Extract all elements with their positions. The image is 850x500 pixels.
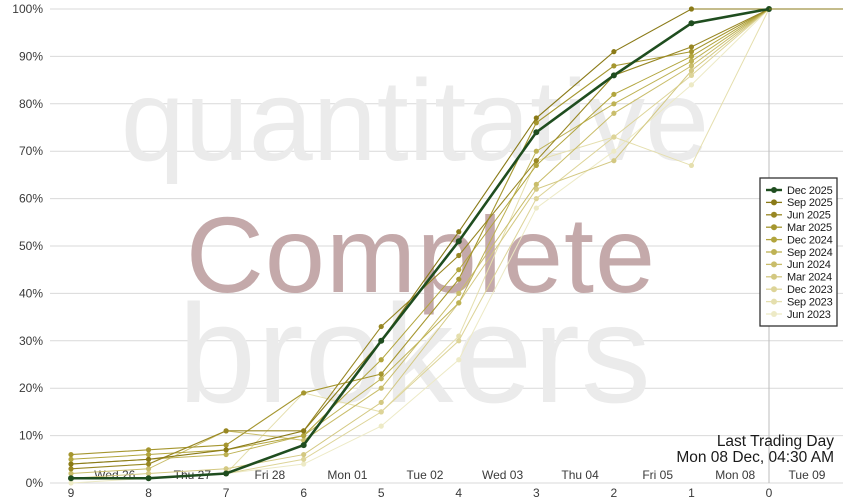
svg-text:4: 4 <box>455 486 462 500</box>
svg-text:Sep 2024: Sep 2024 <box>787 247 833 259</box>
svg-text:0: 0 <box>766 486 773 500</box>
svg-text:70%: 70% <box>19 144 43 158</box>
svg-text:Sep 2023: Sep 2023 <box>787 296 833 308</box>
svg-text:quantitative: quantitative <box>121 57 709 185</box>
svg-text:1: 1 <box>688 486 695 500</box>
svg-text:Mon 08: Mon 08 <box>715 468 755 482</box>
svg-text:Mar 2025: Mar 2025 <box>787 222 832 234</box>
svg-text:90%: 90% <box>19 49 43 63</box>
svg-text:Mon 08 Dec, 04:30 AM: Mon 08 Dec, 04:30 AM <box>676 449 834 466</box>
svg-text:30%: 30% <box>19 334 43 348</box>
svg-text:9: 9 <box>68 486 75 500</box>
svg-text:Tue 02: Tue 02 <box>407 468 444 482</box>
svg-text:3: 3 <box>533 486 540 500</box>
svg-text:60%: 60% <box>19 192 43 206</box>
svg-text:Fri 28: Fri 28 <box>255 468 286 482</box>
svg-text:6: 6 <box>300 486 307 500</box>
svg-text:Mon 01: Mon 01 <box>327 468 367 482</box>
svg-text:Dec 2025: Dec 2025 <box>787 185 833 197</box>
svg-text:40%: 40% <box>19 286 43 300</box>
svg-text:Jun 2025: Jun 2025 <box>787 210 831 222</box>
svg-text:Wed 03: Wed 03 <box>482 468 523 482</box>
svg-text:Fri 05: Fri 05 <box>642 468 673 482</box>
svg-text:Thu 04: Thu 04 <box>561 468 599 482</box>
svg-text:0%: 0% <box>26 476 44 490</box>
svg-text:5: 5 <box>378 486 385 500</box>
svg-text:Jun 2024: Jun 2024 <box>787 259 831 271</box>
svg-text:10%: 10% <box>19 429 43 443</box>
svg-text:Tue 09: Tue 09 <box>789 468 826 482</box>
svg-text:50%: 50% <box>19 239 43 253</box>
svg-text:80%: 80% <box>19 97 43 111</box>
svg-text:100%: 100% <box>12 2 43 16</box>
svg-text:Sep 2025: Sep 2025 <box>787 197 833 209</box>
svg-text:20%: 20% <box>19 381 43 395</box>
svg-text:Dec 2024: Dec 2024 <box>787 234 833 246</box>
svg-text:8: 8 <box>145 486 152 500</box>
svg-text:Last Trading Day: Last Trading Day <box>717 433 834 450</box>
svg-text:Mar 2024: Mar 2024 <box>787 272 832 284</box>
svg-text:Jun 2023: Jun 2023 <box>787 309 831 321</box>
svg-text:Dec 2023: Dec 2023 <box>787 284 833 296</box>
svg-text:2: 2 <box>611 486 618 500</box>
svg-text:7: 7 <box>223 486 230 500</box>
